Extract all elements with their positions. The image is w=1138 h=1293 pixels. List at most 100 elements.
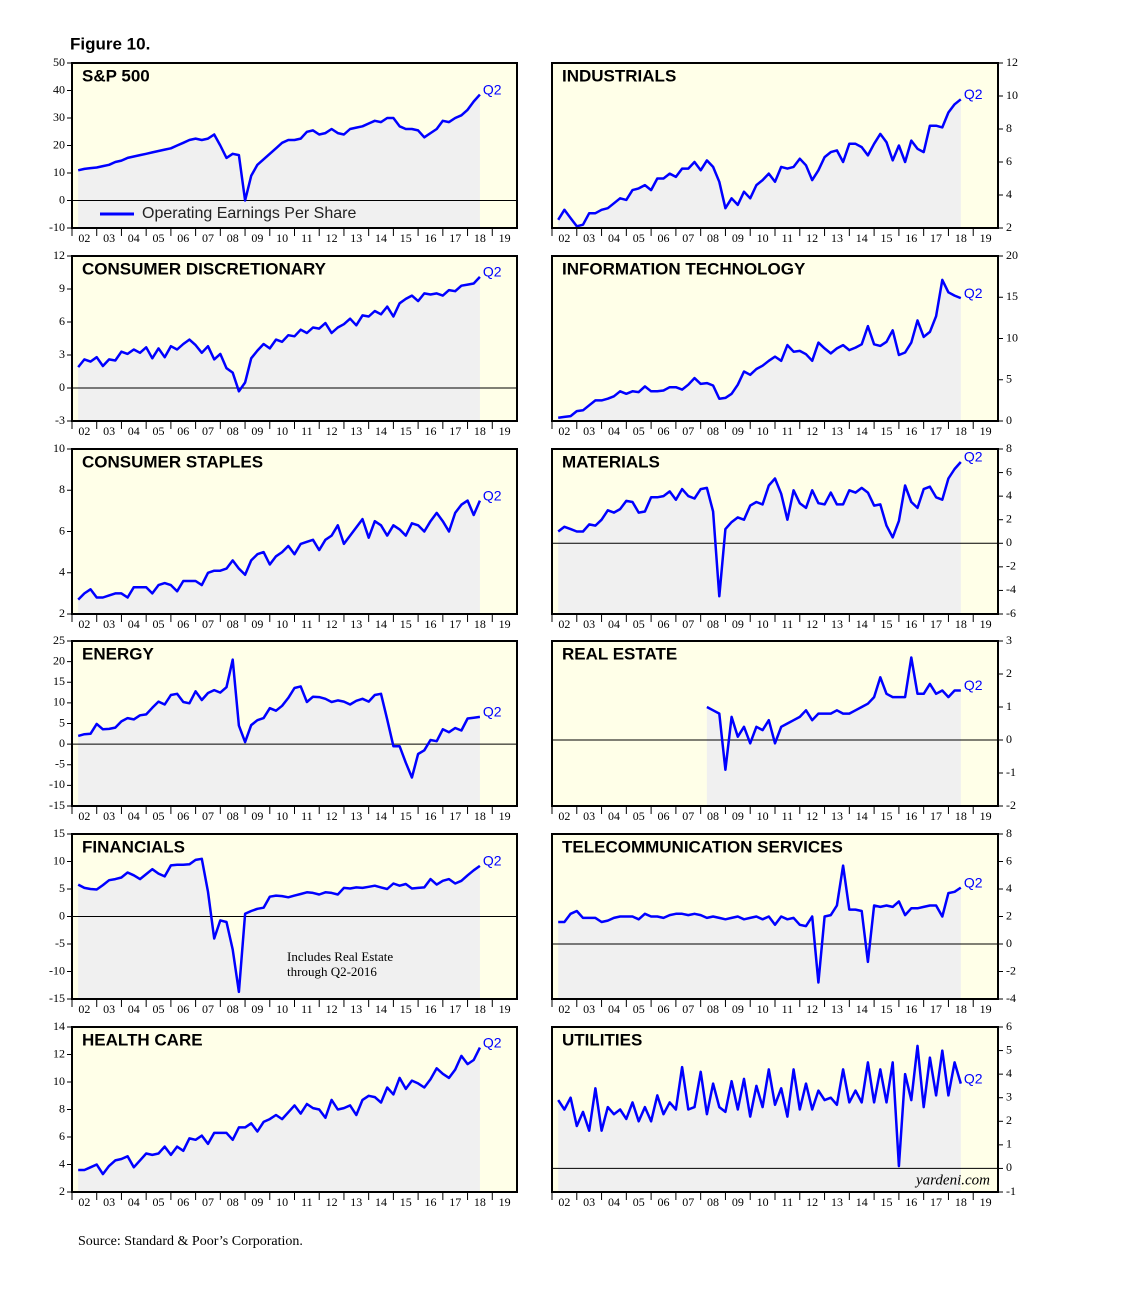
x-tick-label: 14 [856, 1002, 868, 1016]
x-tick-label: 03 [583, 809, 595, 823]
x-tick-label: 17 [930, 424, 942, 438]
y-tick-label: 10 [53, 441, 65, 455]
y-tick-label: 0 [59, 908, 65, 922]
x-tick-label: 12 [326, 1002, 338, 1016]
y-tick-label: 4 [59, 565, 65, 579]
x-tick-label: 04 [608, 1002, 620, 1016]
y-tick-label: 8 [59, 482, 65, 496]
x-tick-label: 17 [449, 424, 461, 438]
x-tick-label: 13 [350, 809, 362, 823]
x-tick-label: 14 [375, 1195, 387, 1209]
y-tick-label: 10 [1006, 330, 1018, 344]
panel-title: HEALTH CARE [82, 1030, 203, 1049]
y-tick-label: 6 [1006, 464, 1012, 478]
x-tick-label: 12 [806, 617, 818, 631]
x-tick-label: 08 [707, 424, 719, 438]
y-tick-label: 50 [53, 55, 65, 69]
x-tick-label: 10 [757, 424, 769, 438]
data-line [557, 461, 962, 598]
x-tick-label: 15 [881, 809, 893, 823]
annotation: Includes Real Estate [287, 949, 393, 964]
x-tick-label: 08 [227, 617, 239, 631]
data-line [77, 93, 481, 202]
x-tick-label: 06 [658, 1195, 670, 1209]
y-tick-label: 12 [53, 248, 65, 262]
x-tick-label: 03 [583, 231, 595, 245]
x-tick-label: 14 [375, 424, 387, 438]
x-tick-label: 10 [757, 809, 769, 823]
y-tick-label: 20 [53, 653, 65, 667]
x-tick-label: 17 [449, 617, 461, 631]
x-tick-label: 16 [905, 809, 917, 823]
x-tick-label: 18 [474, 1195, 486, 1209]
x-tick-label: 15 [400, 231, 412, 245]
end-label: Q2 [964, 874, 983, 890]
y-tick-label: 25 [53, 633, 65, 647]
x-tick-label: 12 [806, 1002, 818, 1016]
x-tick-label: 15 [881, 1195, 893, 1209]
x-tick-label: 15 [400, 617, 412, 631]
y-tick-label: 0 [1006, 1160, 1012, 1174]
y-tick-label: -6 [1006, 606, 1016, 620]
x-tick-label: 13 [350, 1195, 362, 1209]
x-tick-label: 13 [831, 424, 843, 438]
x-tick-label: 18 [955, 1002, 967, 1016]
shaded-area [558, 1045, 961, 1192]
x-tick-label: 17 [449, 1002, 461, 1016]
x-tick-label: 12 [326, 231, 338, 245]
x-tick-label: 13 [831, 1002, 843, 1016]
panel-title: TELECOMMUNICATION SERVICES [562, 837, 843, 856]
y-tick-label: 10 [53, 695, 65, 709]
y-tick-label: 2 [1006, 1113, 1012, 1127]
y-tick-label: 4 [59, 1156, 65, 1170]
x-tick-label: 16 [905, 424, 917, 438]
y-tick-label: 3 [1006, 633, 1012, 647]
x-tick-label: 08 [707, 617, 719, 631]
x-tick-label: 07 [202, 1002, 214, 1016]
y-tick-label: 2 [1006, 666, 1012, 680]
x-tick-label: 11 [301, 231, 313, 245]
x-tick-label: 14 [375, 1002, 387, 1016]
x-tick-label: 18 [474, 809, 486, 823]
x-tick-label: 14 [856, 231, 868, 245]
x-tick-label: 10 [757, 231, 769, 245]
x-tick-label: 14 [856, 1195, 868, 1209]
x-tick-label: 11 [301, 1195, 313, 1209]
y-tick-label: 4 [1006, 488, 1012, 502]
x-tick-label: 08 [707, 1002, 719, 1016]
x-tick-label: 05 [633, 424, 645, 438]
x-tick-label: 05 [633, 809, 645, 823]
x-tick-label: 05 [153, 1195, 165, 1209]
data-line [77, 499, 482, 601]
x-tick-label: 12 [806, 809, 818, 823]
y-tick-label: 5 [59, 715, 65, 729]
x-tick-label: 03 [583, 1195, 595, 1209]
data-line [557, 1044, 962, 1168]
x-tick-label: 10 [757, 1002, 769, 1016]
x-tick-label: 14 [375, 809, 387, 823]
y-tick-label: 0 [1006, 936, 1012, 950]
x-tick-label: 08 [707, 231, 719, 245]
x-tick-label: 14 [856, 617, 868, 631]
y-tick-label: 6 [59, 523, 65, 537]
x-tick-label: 19 [980, 424, 992, 438]
x-tick-label: 03 [103, 231, 115, 245]
shaded-area [558, 461, 961, 614]
x-tick-label: 02 [78, 231, 90, 245]
shaded-area [558, 279, 961, 421]
y-tick-label: 8 [1006, 826, 1012, 840]
x-tick-label: 17 [930, 231, 942, 245]
y-tick-label: 30 [53, 110, 65, 124]
y-tick-label: -4 [1006, 582, 1016, 596]
x-tick-label: 13 [350, 231, 362, 245]
x-tick-label: 05 [153, 231, 165, 245]
x-tick-label: 18 [474, 617, 486, 631]
x-tick-label: 16 [905, 1002, 917, 1016]
x-tick-label: 17 [449, 809, 461, 823]
x-tick-label: 02 [78, 617, 90, 631]
x-tick-label: 14 [856, 424, 868, 438]
x-tick-label: 05 [633, 617, 645, 631]
x-tick-label: 06 [177, 1002, 189, 1016]
data-line [77, 658, 481, 779]
y-tick-label: 12 [53, 1046, 65, 1060]
